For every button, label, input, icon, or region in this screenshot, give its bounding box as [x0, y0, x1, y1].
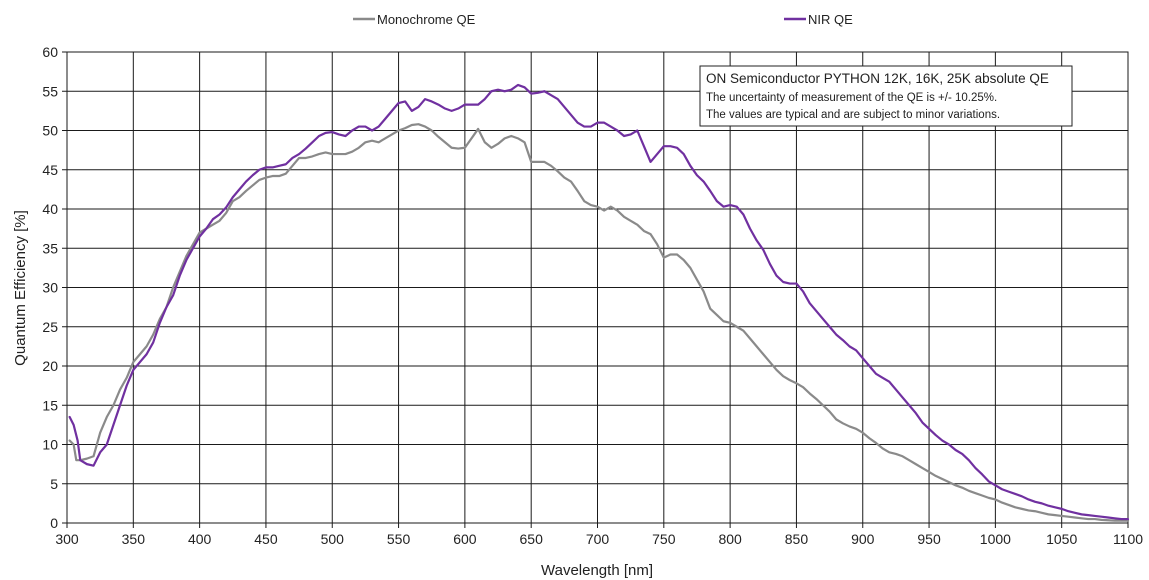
series-layer	[68, 83, 1130, 522]
y-tick-label: 25	[42, 319, 58, 335]
legend-label-monochrome: Monochrome QE	[377, 12, 476, 27]
x-tick-label: 1000	[980, 531, 1011, 547]
y-tick-label: 45	[42, 162, 58, 178]
y-tick-label: 55	[42, 83, 58, 99]
x-tick-label: 800	[718, 531, 742, 547]
y-axis-title: Quantum Efficiency [%]	[12, 210, 29, 366]
x-tick-label: 950	[917, 531, 941, 547]
annotation-border	[699, 65, 1073, 127]
y-tick-label: 35	[42, 240, 58, 256]
x-tick-label: 450	[254, 531, 278, 547]
annotation-title: ON Semiconductor PYTHON 12K, 16K, 25K ab…	[706, 71, 1049, 86]
x-tick-label: 400	[188, 531, 212, 547]
y-tick-label: 30	[42, 280, 58, 296]
y-tick-label: 40	[42, 201, 58, 217]
legend-label-nir: NIR QE	[808, 12, 853, 27]
series-line-monochrome-qe	[68, 123, 1130, 522]
x-tick-label: 700	[586, 531, 610, 547]
legend: Monochrome QE NIR QE	[353, 12, 853, 27]
grid	[62, 51, 1129, 528]
annotation-box: ON Semiconductor PYTHON 12K, 16K, 25K ab…	[699, 65, 1073, 127]
x-tick-label: 650	[520, 531, 544, 547]
x-tick-labels: 300 350 400 450 500 550 600 650 700 750 800 850 900 9…	[55, 531, 1143, 547]
plot-border	[66, 51, 1129, 524]
x-tick-label: 750	[652, 531, 676, 547]
x-axis-title: Wavelength [nm]	[541, 562, 653, 579]
plot-frame	[66, 51, 1129, 524]
y-tick-labels: 0 5 10 15 20 25 30 35 40 45 50 55 60	[42, 44, 58, 531]
y-tick-label: 10	[42, 437, 58, 453]
x-tick-label: 550	[387, 531, 411, 547]
y-tick-label: 20	[42, 358, 58, 374]
x-tick-label: 850	[785, 531, 809, 547]
x-tick-label: 300	[55, 531, 79, 547]
y-tick-label: 60	[42, 44, 58, 60]
series-line-nir-qe	[68, 83, 1130, 521]
y-tick-label: 5	[50, 476, 58, 492]
y-tick-label: 0	[50, 515, 58, 531]
x-tick-label: 900	[851, 531, 875, 547]
x-tick-label: 600	[453, 531, 477, 547]
annotation-line-2: The values are typical and are subject t…	[706, 109, 1000, 121]
y-tick-label: 15	[42, 397, 58, 413]
x-tick-label: 350	[122, 531, 146, 547]
x-tick-label: 1100	[1113, 531, 1143, 547]
x-tick-label: 500	[321, 531, 345, 547]
annotation-line-1: The uncertainty of measurement of the QE…	[706, 92, 997, 104]
x-tick-label: 1050	[1046, 531, 1077, 547]
y-tick-label: 50	[42, 123, 58, 139]
